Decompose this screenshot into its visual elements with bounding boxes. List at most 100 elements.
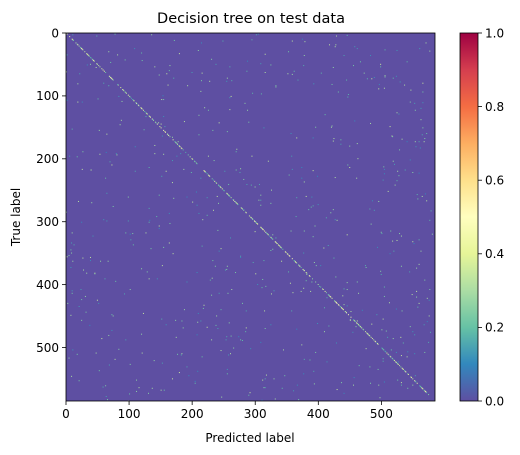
heatmap-cell	[420, 386, 422, 388]
heatmap-cell	[365, 348, 367, 350]
heatmap-cell	[385, 351, 387, 353]
heatmap-cell	[326, 297, 328, 299]
heatmap-cell	[327, 244, 329, 246]
heatmap-cell	[422, 102, 424, 104]
heatmap-cell	[164, 131, 166, 133]
heatmap-cell	[263, 387, 265, 389]
heatmap-cell	[300, 290, 302, 292]
heatmap-cell	[180, 153, 182, 155]
heatmap-cell	[68, 255, 70, 257]
heatmap-cell	[86, 53, 88, 55]
heatmap-cell	[197, 49, 199, 51]
heatmap-cell	[66, 211, 67, 213]
y-tick-label: 500	[36, 341, 59, 355]
heatmap-cell	[105, 385, 107, 387]
heatmap-cell	[389, 355, 391, 357]
heatmap-cell	[340, 143, 342, 145]
heatmap-cell	[371, 200, 373, 202]
heatmap-cell	[412, 172, 414, 174]
heatmap-cell	[245, 310, 247, 312]
heatmap-cell	[296, 384, 298, 386]
heatmap-cell	[134, 146, 136, 148]
heatmap-cell	[240, 255, 242, 257]
heatmap-cell	[226, 268, 228, 270]
heatmap-cell	[272, 234, 274, 236]
x-tick-label: 0	[62, 407, 70, 421]
heatmap-cell	[240, 339, 242, 341]
heatmap-cell	[259, 183, 261, 185]
heatmap-cell	[101, 68, 103, 70]
heatmap-cell	[111, 164, 113, 166]
heatmap-cell	[406, 141, 408, 143]
heatmap-cell	[260, 194, 262, 196]
heatmap-cell	[270, 64, 272, 66]
heatmap-cell	[136, 102, 138, 104]
heatmap-cell	[431, 233, 433, 235]
heatmap-cell	[383, 349, 385, 351]
heatmap-cell	[172, 139, 174, 141]
heatmap-cell	[220, 309, 222, 311]
heatmap-cell	[70, 314, 72, 316]
heatmap-cell	[360, 326, 362, 328]
heatmap-cell	[363, 329, 365, 331]
heatmap-cell	[306, 273, 308, 275]
heatmap-cell	[162, 95, 164, 97]
heatmap-cell	[154, 144, 156, 146]
heatmap-cell	[317, 204, 319, 206]
heatmap-cell	[353, 65, 354, 67]
heatmap-cell	[384, 350, 386, 352]
heatmap-cell	[310, 206, 312, 208]
heatmap-cell	[326, 361, 328, 363]
heatmap-cell	[272, 248, 274, 250]
heatmap-cell	[93, 60, 95, 62]
heatmap-cell	[315, 351, 317, 353]
heatmap-cell	[382, 318, 384, 320]
heatmap-cell	[349, 319, 351, 321]
heatmap-cell	[95, 66, 97, 68]
heatmap-cell	[186, 366, 188, 368]
heatmap-cell	[288, 271, 290, 273]
heatmap-cell	[349, 319, 351, 321]
heatmap-cell	[134, 170, 136, 172]
heatmap-cell	[379, 397, 381, 399]
heatmap-cell	[378, 384, 380, 386]
heatmap-cell	[271, 238, 273, 240]
heatmap-cell	[271, 237, 272, 239]
heatmap-cell	[191, 72, 193, 73]
heatmap-cell	[354, 46, 356, 48]
heatmap-cell	[404, 84, 406, 86]
heatmap-cell	[175, 142, 177, 144]
heatmap-cell	[145, 232, 147, 234]
heatmap-cell	[214, 180, 216, 182]
heatmap-cell	[416, 296, 418, 298]
heatmap-cell	[256, 222, 258, 224]
heatmap-cell	[397, 363, 399, 365]
heatmap-cell	[314, 225, 316, 227]
heatmap-cell	[429, 219, 431, 221]
heatmap-cell	[269, 235, 271, 237]
heatmap-cell	[132, 99, 134, 101]
heatmap-cell	[200, 42, 202, 44]
heatmap-cell	[79, 46, 81, 48]
heatmap-cell	[367, 333, 369, 335]
heatmap-cell	[246, 183, 248, 185]
heatmap-cell	[411, 377, 413, 379]
heatmap-cell	[332, 66, 334, 68]
heatmap-cell	[425, 42, 427, 44]
heatmap-cell	[125, 92, 127, 94]
heatmap-cell	[356, 143, 358, 145]
heatmap-cell	[89, 256, 91, 258]
x-tick-label: 200	[181, 407, 204, 421]
heatmap-cell	[115, 280, 117, 282]
heatmap-cell	[400, 366, 402, 368]
heatmap-cell	[173, 39, 175, 41]
heatmap-cell	[206, 197, 208, 199]
heatmap-cell	[129, 289, 131, 291]
heatmap-cell	[120, 87, 122, 89]
heatmap-cell	[168, 134, 170, 136]
heatmap-cell	[209, 80, 211, 82]
heatmap-cell	[158, 194, 160, 196]
heatmap-cell	[129, 363, 131, 365]
heatmap-cell	[220, 350, 222, 352]
heatmap-cell	[124, 293, 126, 295]
